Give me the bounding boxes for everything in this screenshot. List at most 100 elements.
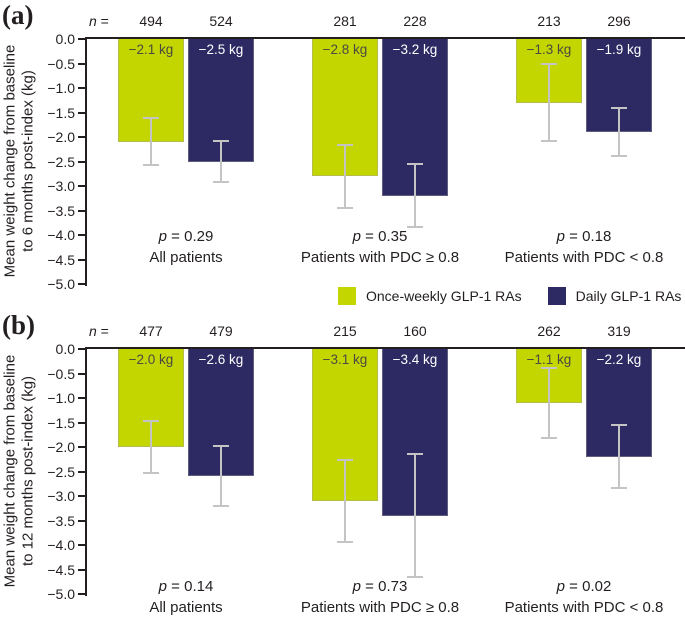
n-value: 524: [209, 13, 233, 29]
bar-value-label: −2.6 kg: [198, 352, 244, 367]
error-bar-line: [618, 426, 620, 488]
error-bar-cap-bottom: [611, 487, 627, 490]
legend-swatch-once-weekly: [338, 287, 356, 305]
error-bar-line: [414, 454, 416, 577]
n-value: 228: [403, 13, 427, 29]
bar-value-label: −2.1 kg: [128, 42, 174, 57]
y-tick-label: −4.0: [47, 537, 75, 553]
legend-item: Daily GLP-1 RAs: [547, 287, 681, 305]
error-bar-cap-top: [337, 143, 353, 146]
group-label: Patients with PDC < 0.8: [504, 249, 664, 266]
y-tick-label: −5.0: [47, 276, 75, 292]
error-bar-line: [618, 109, 620, 156]
y-tick-label: −3.5: [47, 512, 75, 529]
y-tick-label: −1.5: [47, 104, 75, 121]
error-bar-cap-top: [143, 420, 159, 422]
error-bar-cap-top: [213, 445, 229, 448]
y-axis-tick: [78, 470, 85, 473]
y-axis-tick: [78, 446, 85, 448]
error-bar-cap-bottom: [213, 505, 229, 508]
bar-value-label: −3.2 kg: [392, 42, 438, 57]
error-bar-cap-top: [541, 366, 557, 369]
group-label: All patients: [149, 599, 223, 616]
group-label: Patients with PDC ≥ 0.8: [300, 249, 460, 266]
y-axis-tick: [78, 495, 85, 497]
n-value: 213: [537, 13, 561, 29]
y-axis-title-line: Mean weight change from baseline: [1, 354, 19, 588]
y-axis-tick: [78, 62, 85, 65]
error-bar-line: [548, 368, 550, 438]
group-label: All patients: [149, 249, 223, 266]
y-tick-label: −2.5: [47, 463, 75, 480]
legend-swatch-daily: [547, 287, 566, 305]
error-bar-cap-bottom: [611, 155, 627, 158]
y-tick-label: −4.5: [47, 251, 75, 268]
n-value: 479: [209, 323, 233, 339]
error-bar-cap-top: [407, 163, 423, 166]
error-bar-cap-bottom: [213, 180, 229, 183]
bar-value-label: −2.5 kg: [198, 42, 244, 57]
zero-baseline: [85, 37, 685, 39]
bar-value-label: −2.8 kg: [322, 42, 368, 57]
p-value-label: p = 0.73: [352, 578, 408, 595]
y-tick-label: −5.0: [47, 586, 75, 602]
y-tick-label: −1.5: [47, 414, 75, 431]
error-bar-line: [344, 145, 346, 207]
bar-value-label: −1.9 kg: [596, 42, 642, 57]
y-tick-label: −4.5: [47, 561, 75, 578]
y-axis-tick: [78, 348, 85, 350]
n-value: 215: [333, 323, 357, 339]
n-value: 296: [607, 13, 631, 29]
error-bar-line: [414, 165, 416, 227]
legend-item: Once-weekly GLP-1 RAs: [338, 287, 522, 305]
y-axis-line: [85, 37, 87, 286]
error-bar-cap-bottom: [541, 139, 557, 142]
n-value: 494: [139, 13, 163, 29]
zero-baseline: [85, 347, 685, 349]
y-tick-label: −2.0: [47, 129, 75, 145]
error-bar-cap-bottom: [337, 540, 353, 543]
y-axis-tick: [78, 544, 85, 546]
error-bar-cap-bottom: [143, 164, 159, 167]
bar-value-label: −3.4 kg: [392, 352, 438, 367]
y-axis-tick: [78, 372, 85, 375]
y-tick-label: −3.5: [47, 202, 75, 219]
error-bar-cap-bottom: [407, 226, 423, 229]
y-axis-tick: [78, 160, 85, 163]
error-bar-line: [150, 119, 152, 165]
error-bar-cap-top: [541, 63, 557, 66]
n-equals-label: n =: [89, 13, 109, 29]
error-bar-cap-top: [611, 424, 627, 427]
y-axis-tick: [78, 519, 85, 522]
n-value: 262: [537, 323, 561, 339]
y-axis-tick: [78, 234, 85, 236]
bar-value-label: −1.3 kg: [526, 42, 572, 57]
y-tick-label: −3.0: [47, 178, 75, 194]
error-bar-cap-top: [611, 107, 627, 110]
n-value: 160: [403, 323, 427, 339]
y-axis-line: [85, 347, 87, 596]
y-tick-label: 0.0: [55, 31, 75, 47]
y-tick-label: −0.5: [47, 55, 75, 72]
y-axis-tick: [78, 568, 85, 571]
error-bar-line: [220, 447, 222, 506]
p-value-label: p = 0.18: [556, 228, 612, 245]
panel-letter-label: (b): [2, 310, 35, 340]
error-bar-line: [548, 65, 550, 140]
p-value-label: p = 0.14: [158, 578, 214, 595]
error-bar-line: [220, 142, 222, 181]
bar-value-label: −2.2 kg: [596, 352, 642, 367]
error-bar-cap-top: [407, 452, 423, 455]
n-value: 281: [333, 13, 357, 29]
y-tick-label: −1.0: [47, 80, 75, 96]
y-axis-tick: [78, 258, 85, 261]
y-tick-label: 0.0: [55, 341, 75, 357]
n-value: 477: [139, 323, 163, 339]
p-value-label: p = 0.35: [352, 228, 408, 245]
y-axis-tick: [78, 593, 85, 595]
y-axis-tick: [78, 283, 85, 285]
bar-value-label: −2.0 kg: [128, 352, 174, 367]
bar-value-label: −1.1 kg: [526, 352, 572, 367]
y-axis-tick: [78, 87, 85, 89]
